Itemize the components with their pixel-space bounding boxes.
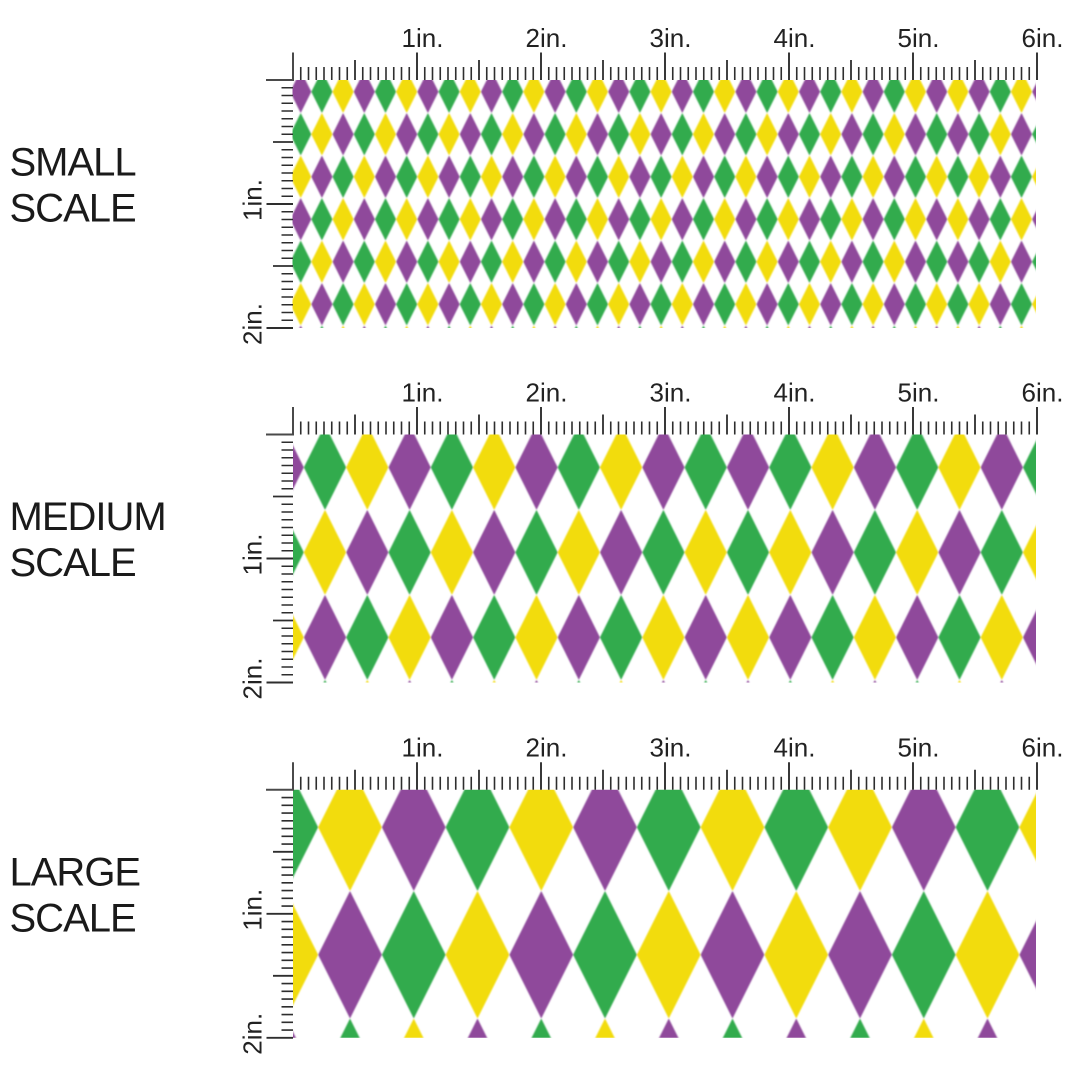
svg-text:2in.: 2in. <box>526 377 568 407</box>
svg-text:6in.: 6in. <box>1022 23 1064 53</box>
svg-text:2in.: 2in. <box>238 303 268 345</box>
svg-text:3in.: 3in. <box>650 733 692 763</box>
svg-text:1in.: 1in. <box>238 179 268 221</box>
svg-text:LARGE: LARGE <box>10 850 141 894</box>
svg-text:3in.: 3in. <box>650 377 692 407</box>
svg-text:1in.: 1in. <box>402 377 444 407</box>
svg-text:5in.: 5in. <box>898 377 940 407</box>
svg-text:1in.: 1in. <box>402 23 444 53</box>
svg-text:MEDIUM: MEDIUM <box>10 495 166 539</box>
svg-text:SCALE: SCALE <box>10 541 136 585</box>
svg-text:3in.: 3in. <box>650 23 692 53</box>
svg-text:2in.: 2in. <box>526 23 568 53</box>
svg-text:5in.: 5in. <box>898 733 940 763</box>
svg-text:4in.: 4in. <box>774 377 816 407</box>
svg-text:4in.: 4in. <box>774 733 816 763</box>
svg-text:6in.: 6in. <box>1022 377 1064 407</box>
svg-text:1in.: 1in. <box>238 534 268 576</box>
svg-text:1in.: 1in. <box>238 889 268 931</box>
svg-text:SCALE: SCALE <box>10 187 136 231</box>
svg-text:2in.: 2in. <box>238 658 268 700</box>
svg-text:4in.: 4in. <box>774 23 816 53</box>
svg-text:2in.: 2in. <box>238 1013 268 1055</box>
svg-text:1in.: 1in. <box>402 733 444 763</box>
svg-text:SMALL: SMALL <box>10 141 136 185</box>
svg-text:6in.: 6in. <box>1022 733 1064 763</box>
svg-text:5in.: 5in. <box>898 23 940 53</box>
svg-text:2in.: 2in. <box>526 733 568 763</box>
svg-text:SCALE: SCALE <box>10 896 136 940</box>
